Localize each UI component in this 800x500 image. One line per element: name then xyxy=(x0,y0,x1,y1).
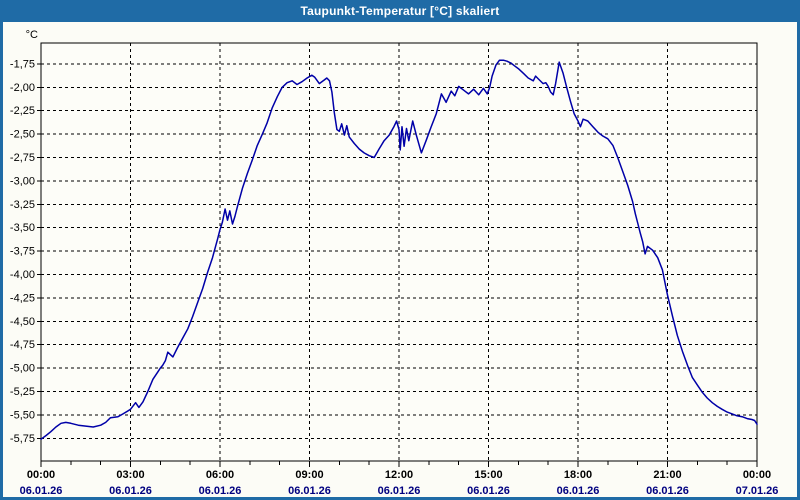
window-frame-left xyxy=(0,22,3,500)
y-tick-label: -4,50 xyxy=(10,316,35,328)
x-time-label: 09:00 xyxy=(295,469,323,481)
y-tick-labels: -1,75 -2,00 -2,25 -2,50 -2,75 -3,00 -3,25 -3,50… xyxy=(10,58,35,444)
y-tick-label: -5,50 xyxy=(10,409,35,421)
window-frame-right xyxy=(797,22,800,500)
x-tick-marks xyxy=(40,461,758,467)
dewpoint-series-line xyxy=(40,59,758,440)
y-tick-label: -3,75 xyxy=(10,246,35,258)
x-time-label: 15:00 xyxy=(474,469,502,481)
x-date-label: 06.01.26 xyxy=(109,485,152,497)
x-time-label: 03:00 xyxy=(116,469,144,481)
y-tick-label: -2,50 xyxy=(10,129,35,141)
y-gridlines xyxy=(41,63,757,439)
chart-canvas: -1,75 -2,00 -2,25 -2,50 -2,75 -3,00 -3,25 -3,50… xyxy=(10,29,779,497)
y-tick-label: -2,00 xyxy=(10,82,35,94)
y-tick-label: -1,75 xyxy=(10,58,35,70)
y-tick-label: -3,25 xyxy=(10,199,35,211)
x-time-label: 00:00 xyxy=(27,469,55,481)
x-time-label: 06:00 xyxy=(206,469,234,481)
y-axis-unit-label: °C xyxy=(26,29,38,41)
y-tick-label: -5,00 xyxy=(10,363,35,375)
window-titlebar: Taupunkt-Temperatur [°C] skaliert xyxy=(0,0,800,22)
x-date-label: 07.01.26 xyxy=(736,485,779,497)
y-tick-label: -3,00 xyxy=(10,175,35,187)
y-tick-label: -5,25 xyxy=(10,386,35,398)
y-tick-label: -3,50 xyxy=(10,222,35,234)
x-tick-labels: 00:00 06.01.26 03:00 06.01.26 06:00 06.01.26 0… xyxy=(20,469,779,497)
y-tick-label: -4,25 xyxy=(10,292,35,304)
y-tick-label: -4,75 xyxy=(10,339,35,351)
window-title: Taupunkt-Temperatur [°C] skaliert xyxy=(300,4,500,18)
y-tick-label: -2,75 xyxy=(10,152,35,164)
y-tick-label: -5,75 xyxy=(10,433,35,445)
x-date-label: 06.01.26 xyxy=(557,485,600,497)
y-tick-label: -4,00 xyxy=(10,269,35,281)
x-date-label: 06.01.26 xyxy=(199,485,242,497)
x-time-label: 21:00 xyxy=(653,469,681,481)
x-gridlines xyxy=(130,43,668,461)
x-date-label: 06.01.26 xyxy=(646,485,689,497)
plot-border xyxy=(40,42,758,462)
x-date-label: 06.01.26 xyxy=(20,485,63,497)
window-frame-bottom xyxy=(0,497,800,500)
x-date-label: 06.01.26 xyxy=(467,485,510,497)
x-time-label: 00:00 xyxy=(743,469,771,481)
x-time-label: 12:00 xyxy=(385,469,413,481)
chart-area: -1,75 -2,00 -2,25 -2,50 -2,75 -3,00 -3,25 -3,50… xyxy=(3,22,797,497)
x-date-label: 06.01.26 xyxy=(378,485,421,497)
x-date-label: 06.01.26 xyxy=(288,485,331,497)
y-tick-marks xyxy=(37,63,41,439)
x-time-label: 18:00 xyxy=(564,469,592,481)
y-tick-label: -2,25 xyxy=(10,105,35,117)
